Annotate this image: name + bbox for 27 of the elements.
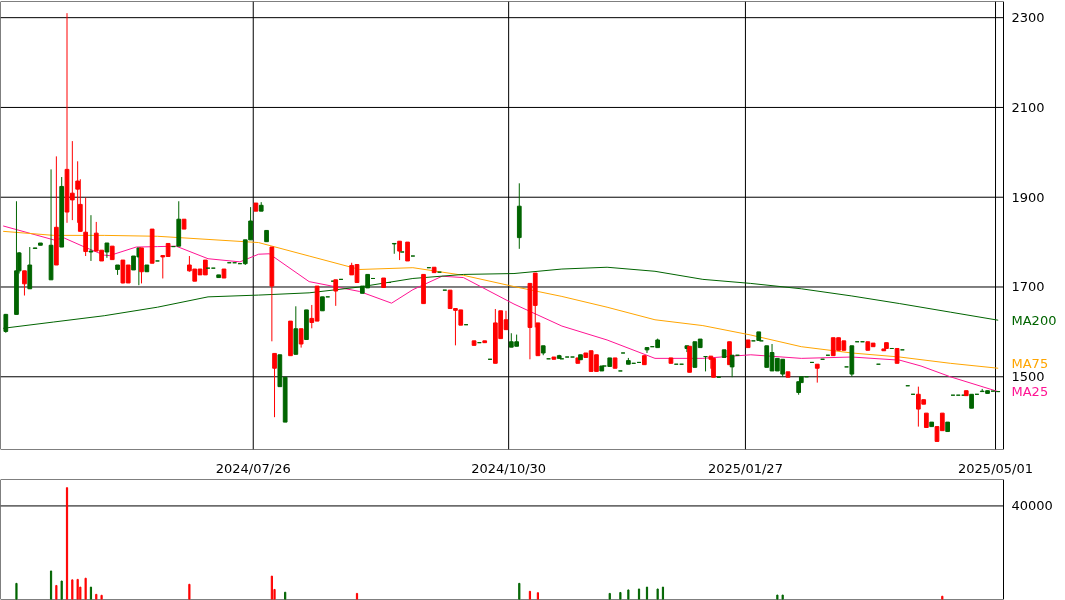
y-tick-label: 2300	[1011, 10, 1045, 26]
candlestick	[88, 214, 94, 262]
y-tick-label: 1500	[1011, 369, 1045, 385]
line-series	[2, 230, 999, 369]
x-tick-label: 2025/05/01	[958, 460, 1033, 476]
series-label: MA25	[1011, 384, 1049, 400]
candlestick	[814, 363, 820, 384]
y-tick-label: 40000	[1011, 498, 1053, 514]
candlestick	[729, 354, 735, 378]
series-label: MA75	[1011, 356, 1049, 372]
series-label: MA200	[1011, 312, 1057, 328]
candlestick	[298, 328, 304, 349]
candlestick	[83, 197, 88, 257]
line-series	[2, 225, 999, 393]
candlestick	[27, 246, 33, 290]
x-tick-label: 2024/10/30	[471, 460, 547, 476]
candlestick	[644, 347, 650, 354]
y-tick-label: 2100	[1011, 99, 1045, 115]
candlestick	[727, 341, 732, 366]
candlestick	[391, 242, 397, 255]
y-tick-label: 1700	[1011, 279, 1045, 295]
x-tick-label: 2024/07/26	[215, 460, 291, 476]
x-tick-label: 2025/01/27	[707, 460, 783, 476]
candlestick	[405, 241, 410, 262]
y-tick-label: 1900	[1011, 189, 1045, 205]
candlestick	[22, 270, 27, 297]
candlestick	[272, 352, 277, 418]
